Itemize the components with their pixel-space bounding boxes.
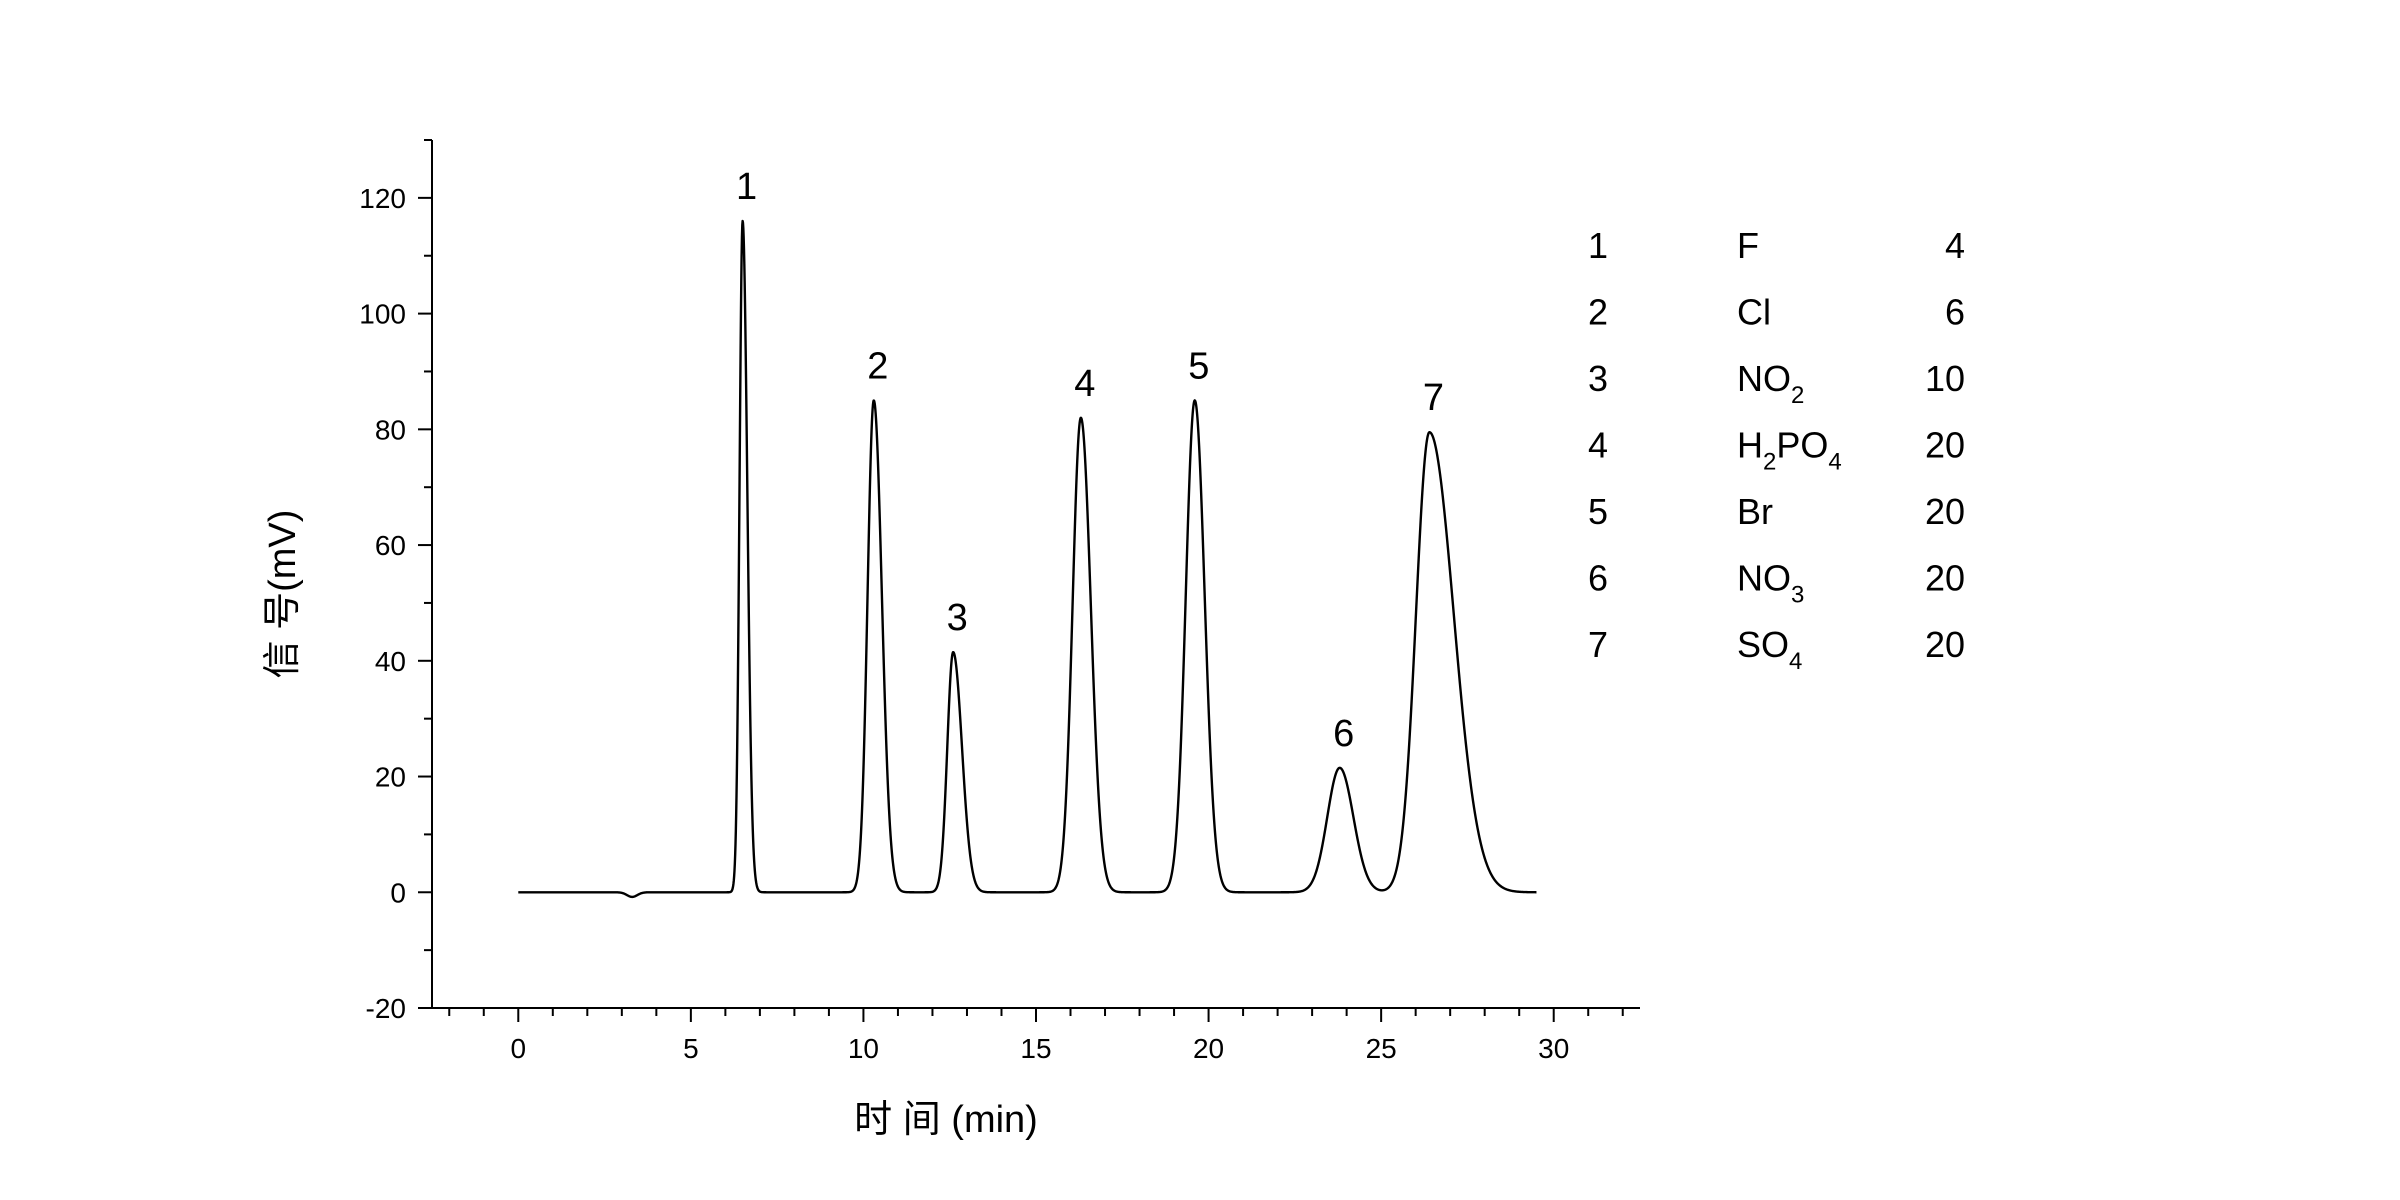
legend-concentration: 20 (1925, 558, 1965, 599)
legend-row-3: 3 NO2 10 (1588, 358, 1965, 409)
legend-concentration: 6 (1945, 292, 1965, 333)
legend-ion: NO3 (1737, 558, 1804, 609)
legend-ion: F (1737, 225, 1759, 266)
y-tick-label: 20 (375, 762, 406, 793)
peak-labels: 1 2 3 4 5 6 7 (736, 166, 1444, 755)
legend-row-1: 1 F 4 (1588, 225, 1965, 266)
x-ticks: 0 5 10 15 20 25 30 (448, 1008, 1624, 1064)
x-tick-label: 25 (1366, 1033, 1397, 1064)
peak-label-1: 1 (736, 166, 757, 208)
legend-concentration: 4 (1945, 225, 1965, 266)
y-tick-label: 80 (375, 414, 406, 445)
legend-concentration: 20 (1925, 491, 1965, 532)
x-tick-label: 10 (848, 1033, 879, 1064)
peak-label-6: 6 (1333, 713, 1354, 755)
y-tick-label: 40 (375, 646, 406, 677)
y-tick-label: 60 (375, 530, 406, 561)
legend-peak-number: 7 (1588, 624, 1608, 665)
legend-peak-number: 3 (1588, 358, 1608, 399)
legend-concentration: 10 (1925, 358, 1965, 399)
x-tick-label: 5 (683, 1033, 699, 1064)
y-tick-label: 0 (390, 877, 406, 908)
legend-row-6: 6 NO3 20 (1588, 558, 1965, 609)
legend-peak-number: 4 (1588, 425, 1608, 466)
x-tick-label: 20 (1193, 1033, 1224, 1064)
legend-peak-number: 5 (1588, 491, 1608, 532)
y-tick-label: 100 (359, 299, 406, 330)
legend: 1 F 4 2 Cl 6 3 NO2 10 4 H2PO4 20 5 Br 20 6 NO3 20 7 SO4 20 (1588, 225, 1965, 675)
legend-ion: SO4 (1737, 624, 1802, 675)
legend-row-7: 7 SO4 20 (1588, 624, 1965, 675)
legend-ion: NO2 (1737, 358, 1804, 409)
legend-ion: H2PO4 (1737, 425, 1842, 476)
legend-peak-number: 2 (1588, 292, 1608, 333)
y-axis-title: 信 号(mV) (262, 510, 304, 679)
peak-label-4: 4 (1074, 363, 1095, 405)
x-tick-label: 30 (1538, 1033, 1569, 1064)
legend-row-2: 2 Cl 6 (1588, 292, 1965, 333)
x-axis-title: 时 间 (min) (854, 1099, 1038, 1141)
x-tick-label: 15 (1020, 1033, 1051, 1064)
chromatogram-trace (517, 219, 1538, 899)
legend-concentration: 20 (1925, 624, 1965, 665)
legend-ion: Cl (1737, 292, 1771, 333)
legend-peak-number: 1 (1588, 225, 1608, 266)
y-ticks: -20 0 20 40 60 80 100 120 (359, 139, 432, 1024)
peak-label-2: 2 (867, 345, 888, 387)
legend-peak-number: 6 (1588, 558, 1608, 599)
legend-concentration: 20 (1925, 425, 1965, 466)
peak-label-7: 7 (1423, 377, 1444, 419)
peak-label-3: 3 (947, 597, 968, 639)
legend-ion: Br (1737, 491, 1773, 532)
legend-row-5: 5 Br 20 (1588, 491, 1965, 532)
legend-row-4: 4 H2PO4 20 (1588, 425, 1965, 476)
peak-label-5: 5 (1188, 345, 1209, 387)
x-tick-label: 0 (510, 1033, 526, 1064)
y-tick-label: -20 (366, 993, 406, 1024)
y-tick-label: 120 (359, 183, 406, 214)
